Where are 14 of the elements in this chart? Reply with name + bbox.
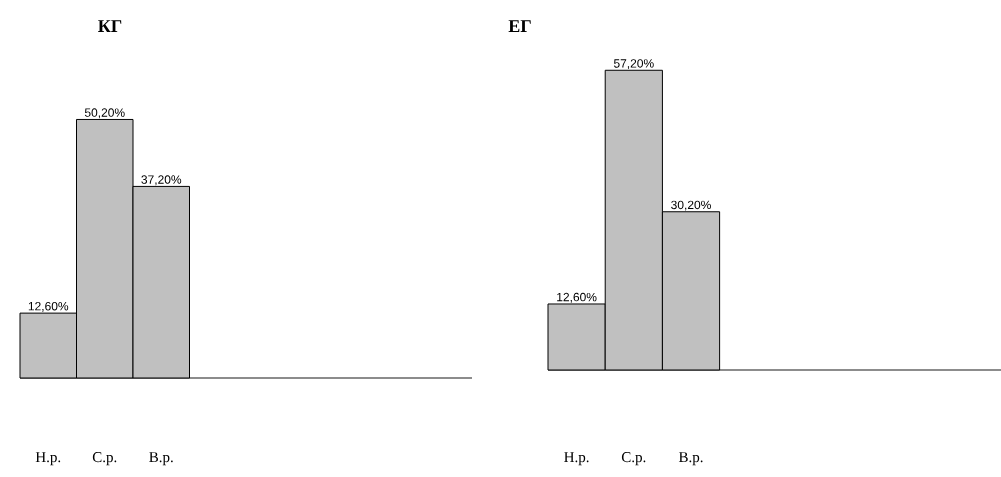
- data-label: 12,60%: [557, 292, 597, 303]
- x-tick-label: С.р.: [621, 452, 646, 466]
- data-label: 50,20%: [84, 108, 125, 119]
- chart-title: КГ: [98, 20, 122, 32]
- x-tick-label: В.р.: [149, 452, 173, 466]
- data-label: 12,60%: [28, 302, 69, 312]
- x-tick-label: С.р.: [92, 452, 117, 466]
- data-label: 30,20%: [671, 200, 711, 211]
- data-label: 37,20%: [141, 175, 182, 186]
- x-tick-label: Н.р.: [564, 452, 589, 466]
- x-tick-label: Н.р.: [35, 452, 61, 466]
- x-tick-label: В.р.: [678, 452, 703, 466]
- data-label: 57,20%: [613, 59, 654, 70]
- chart-title: ЕГ: [508, 20, 531, 32]
